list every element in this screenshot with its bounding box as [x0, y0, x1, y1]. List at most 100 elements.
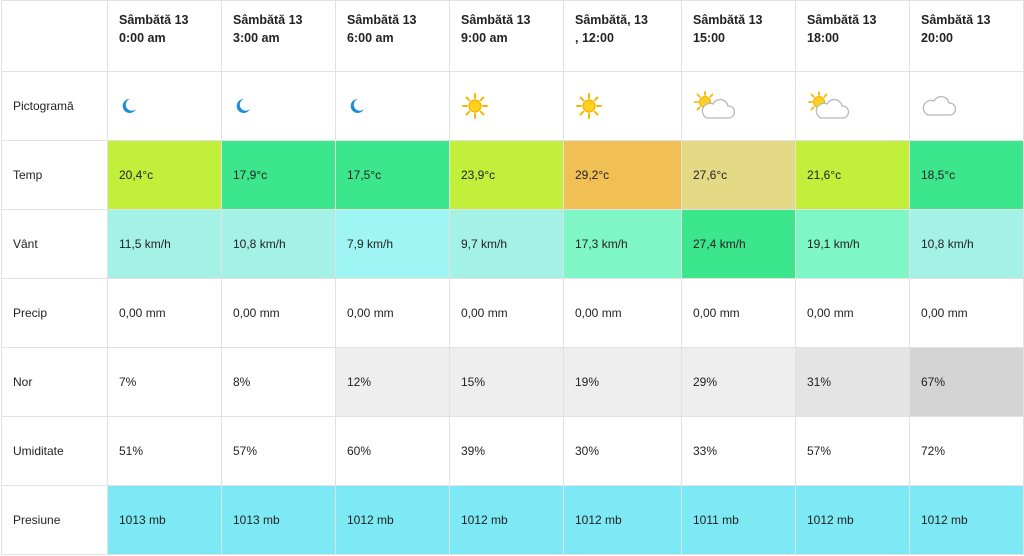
- column-day: Sâmbătă 13: [921, 13, 991, 27]
- temp-value: 20,4°c: [107, 140, 222, 210]
- column-header: Sâmbătă 13 3:00 am: [221, 0, 336, 72]
- umiditate-value: 60%: [335, 416, 450, 486]
- row-label: Vânt: [1, 209, 108, 279]
- row-pictograma: Pictogramă: [1, 71, 1024, 141]
- column-day: Sâmbătă 13: [233, 13, 303, 27]
- umiditate-value: 33%: [681, 416, 796, 486]
- temp-value: 18,5°c: [909, 140, 1024, 210]
- row-label: Temp: [1, 140, 108, 210]
- row-presiune: Presiune 1013 mb 1013 mb 1012 mb 1012 mb 1012…: [1, 485, 1024, 555]
- vant-value: 19,1 km/h: [795, 209, 910, 279]
- column-day: Sâmbătă 13: [693, 13, 763, 27]
- temp-value: 17,5°c: [335, 140, 450, 210]
- presiune-value: 1011 mb: [681, 485, 796, 555]
- precip-value: 0,00 mm: [563, 278, 682, 348]
- vant-value: 11,5 km/h: [107, 209, 222, 279]
- row-label: Pictogramă: [1, 71, 108, 141]
- presiune-value: 1012 mb: [795, 485, 910, 555]
- vant-value: 17,3 km/h: [563, 209, 682, 279]
- umiditate-value: 30%: [563, 416, 682, 486]
- temp-value: 29,2°c: [563, 140, 682, 210]
- column-day: Sâmbătă, 13: [575, 13, 648, 27]
- presiune-value: 1012 mb: [335, 485, 450, 555]
- row-label: Precip: [1, 278, 108, 348]
- column-time: 18:00: [807, 31, 839, 45]
- vant-value: 10,8 km/h: [909, 209, 1024, 279]
- row-label: Umiditate: [1, 416, 108, 486]
- nor-value: 12%: [335, 347, 450, 417]
- moon-icon: [221, 71, 336, 141]
- umiditate-value: 51%: [107, 416, 222, 486]
- temp-value: 23,9°c: [449, 140, 564, 210]
- moon-icon: [122, 98, 136, 113]
- row-precip: Precip 0,00 mm 0,00 mm 0,00 mm 0,00 mm 0,00 m…: [1, 278, 1024, 348]
- sun-cloud-icon: [681, 71, 796, 141]
- moon-icon: [236, 98, 250, 113]
- presiune-value: 1012 mb: [563, 485, 682, 555]
- umiditate-value: 72%: [909, 416, 1024, 486]
- sun-icon: [563, 71, 682, 141]
- column-header: Sâmbătă 13 0:00 am: [107, 0, 222, 72]
- presiune-value: 1013 mb: [107, 485, 222, 555]
- precip-value: 0,00 mm: [795, 278, 910, 348]
- presiune-value: 1012 mb: [449, 485, 564, 555]
- column-header: Sâmbătă, 13 , 12:00: [563, 0, 682, 72]
- precip-value: 0,00 mm: [221, 278, 336, 348]
- moon-icon: [350, 98, 364, 113]
- row-nor: Nor 7% 8% 12% 15% 19% 29% 31% 67%: [1, 347, 1024, 417]
- column-day: Sâmbătă 13: [461, 13, 531, 27]
- column-header: Sâmbătă 13 18:00: [795, 0, 910, 72]
- column-time: 3:00 am: [233, 31, 280, 45]
- row-label: Presiune: [1, 485, 108, 555]
- presiune-value: 1013 mb: [221, 485, 336, 555]
- cloud-icon: [922, 95, 957, 116]
- sun-icon: [576, 93, 602, 119]
- column-header: Sâmbătă 13 6:00 am: [335, 0, 450, 72]
- vant-value: 7,9 km/h: [335, 209, 450, 279]
- temp-value: 17,9°c: [221, 140, 336, 210]
- temp-value: 21,6°c: [795, 140, 910, 210]
- column-header: Sâmbătă 13 9:00 am: [449, 0, 564, 72]
- presiune-value: 1012 mb: [909, 485, 1024, 555]
- umiditate-value: 39%: [449, 416, 564, 486]
- precip-value: 0,00 mm: [449, 278, 564, 348]
- row-umiditate: Umiditate 51% 57% 60% 39% 30% 33% 57% 72%: [1, 416, 1024, 486]
- column-header: Sâmbătă 13 20:00: [909, 0, 1024, 72]
- column-time: 6:00 am: [347, 31, 394, 45]
- nor-value: 15%: [449, 347, 564, 417]
- row-label: Nor: [1, 347, 108, 417]
- vant-value: 10,8 km/h: [221, 209, 336, 279]
- column-time: , 12:00: [575, 31, 614, 45]
- sun-cloud-icon: [795, 71, 910, 141]
- sun-cloud-icon: [808, 91, 849, 119]
- precip-value: 0,00 mm: [909, 278, 1024, 348]
- nor-value: 7%: [107, 347, 222, 417]
- temp-value: 27,6°c: [681, 140, 796, 210]
- moon-icon: [335, 71, 450, 141]
- umiditate-value: 57%: [795, 416, 910, 486]
- nor-value: 67%: [909, 347, 1024, 417]
- moon-icon: [107, 71, 222, 141]
- vant-value: 27,4 km/h: [681, 209, 796, 279]
- header-row: Sâmbătă 13 0:00 am Sâmbătă 13 3:00 am Sâmbăt…: [1, 0, 1024, 72]
- sun-icon: [462, 93, 488, 119]
- nor-value: 19%: [563, 347, 682, 417]
- column-time: 0:00 am: [119, 31, 166, 45]
- precip-value: 0,00 mm: [107, 278, 222, 348]
- column-day: Sâmbătă 13: [119, 13, 189, 27]
- vant-value: 9,7 km/h: [449, 209, 564, 279]
- column-time: 15:00: [693, 31, 725, 45]
- precip-value: 0,00 mm: [681, 278, 796, 348]
- nor-value: 29%: [681, 347, 796, 417]
- cloud-icon: [909, 71, 1024, 141]
- column-header: Sâmbătă 13 15:00: [681, 0, 796, 72]
- sun-cloud-icon: [694, 91, 735, 119]
- nor-value: 8%: [221, 347, 336, 417]
- column-day: Sâmbătă 13: [347, 13, 417, 27]
- sun-icon: [449, 71, 564, 141]
- precip-value: 0,00 mm: [335, 278, 450, 348]
- column-time: 9:00 am: [461, 31, 508, 45]
- umiditate-value: 57%: [221, 416, 336, 486]
- row-vant: Vânt 11,5 km/h 10,8 km/h 7,9 km/h 9,7 km/h 17…: [1, 209, 1024, 279]
